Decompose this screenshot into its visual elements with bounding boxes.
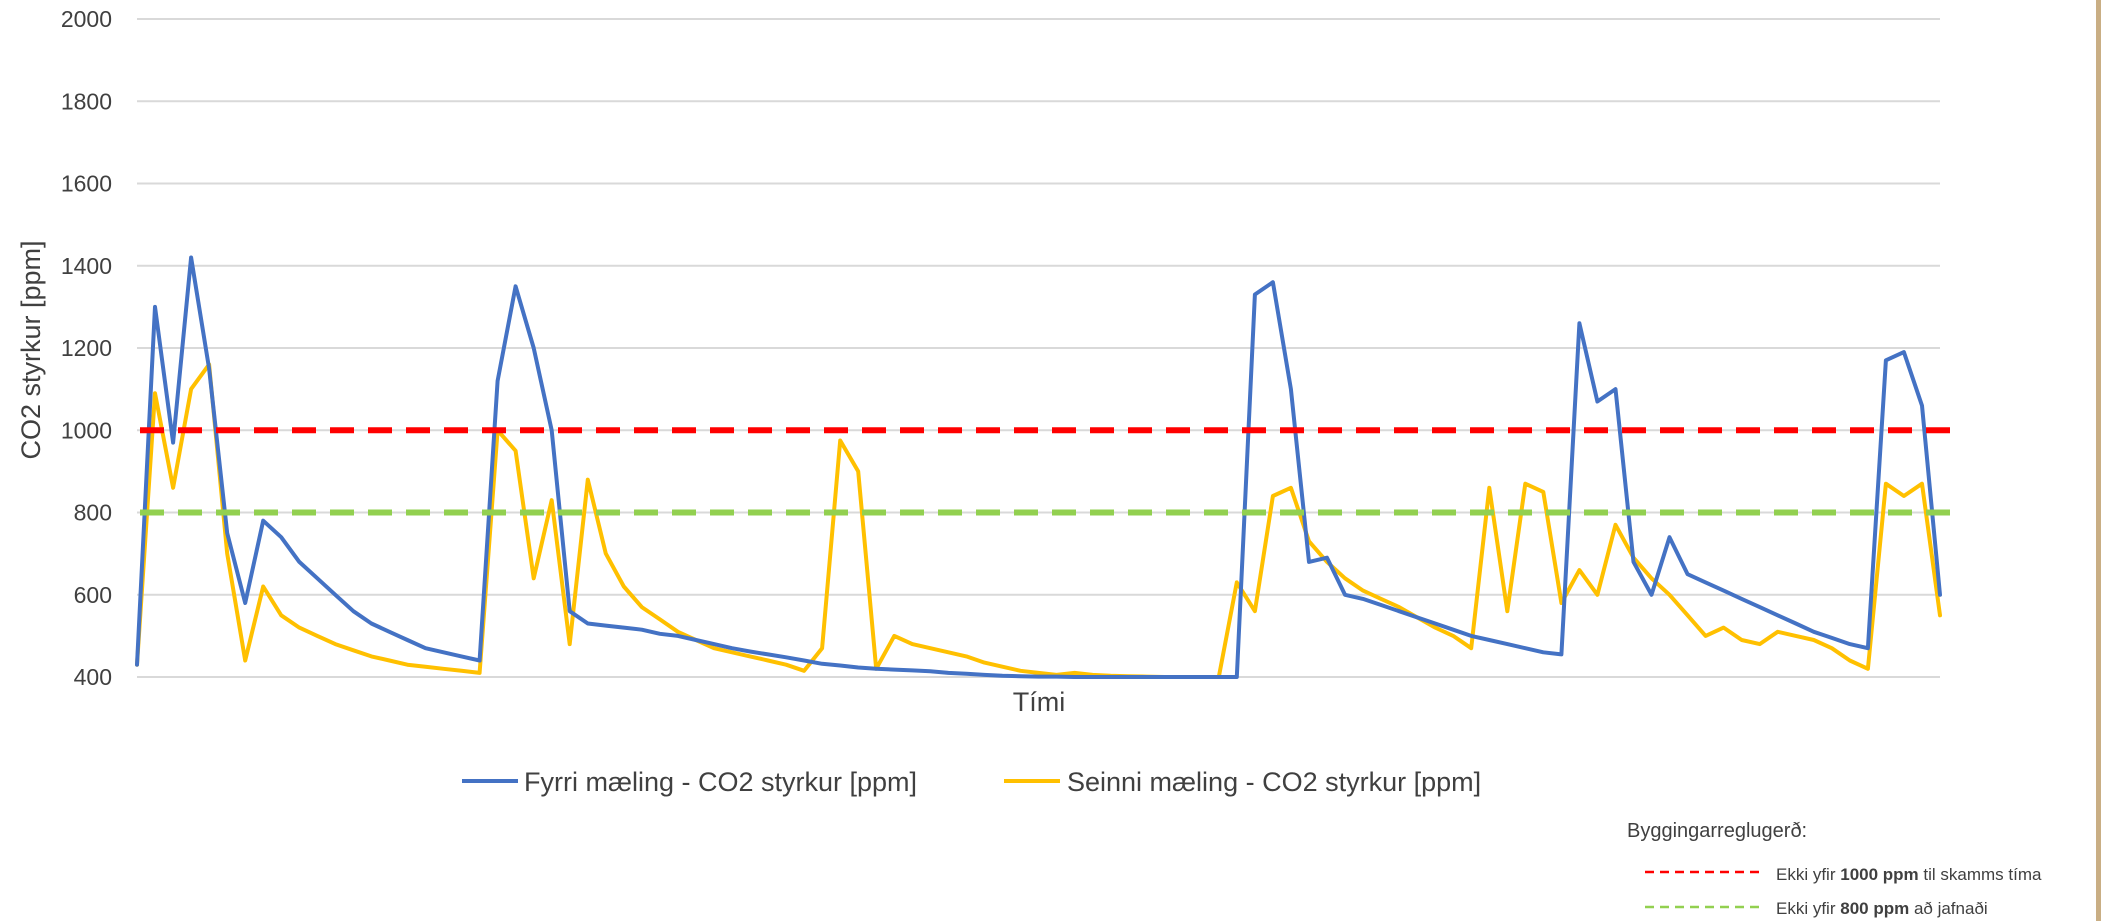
regulation-label-800-pre: Ekki yfir xyxy=(1776,899,1840,918)
series-line-b xyxy=(135,362,1942,679)
regulation-label-1000-post: til skamms tíma xyxy=(1919,865,2042,884)
y-tick-label-400: 400 xyxy=(74,664,112,690)
regulation-label-1000-pre: Ekki yfir xyxy=(1776,865,1840,884)
legend-label-series-a: Fyrri mæling - CO2 styrkur [ppm] xyxy=(524,767,917,797)
series-line-a xyxy=(135,255,1942,679)
y-tick-label-800: 800 xyxy=(74,500,112,526)
y-tick-label-1600: 1600 xyxy=(61,171,112,197)
y-tick-label-1400: 1400 xyxy=(61,253,112,279)
y-axis-title: CO2 styrkur [ppm] xyxy=(16,240,46,459)
regulation-label-1000-bold: 1000 ppm xyxy=(1840,865,1918,884)
regulation-legend: Byggingarreglugerð: Ekki yfir 1000 ppm t… xyxy=(1627,820,2042,918)
regulation-title: Byggingarreglugerð: xyxy=(1627,820,1807,842)
y-tick-label-1200: 1200 xyxy=(61,335,112,361)
x-axis-title: Tími xyxy=(1013,687,1065,717)
legend-label-series-b: Seinni mæling - CO2 styrkur [ppm] xyxy=(1067,767,1481,797)
legend: Fyrri mæling - CO2 styrkur [ppm] Seinni … xyxy=(462,767,1481,797)
page-edge-bar xyxy=(2096,0,2101,921)
y-tick-label-2000: 2000 xyxy=(61,6,112,32)
y-tick-labels: 400 600 800 1000 1200 1400 1600 1800 2000 xyxy=(61,6,112,690)
y-tick-label-600: 600 xyxy=(74,582,112,608)
regulation-label-800-post: að jafnaði xyxy=(1909,899,1987,918)
reference-lines xyxy=(140,427,1952,516)
gridlines xyxy=(137,18,1940,678)
series-lines xyxy=(135,255,1942,679)
regulation-label-800: Ekki yfir 800 ppm að jafnaði xyxy=(1776,899,1988,918)
regulation-label-1000: Ekki yfir 1000 ppm til skamms tíma xyxy=(1776,865,2042,884)
regulation-label-800-bold: 800 ppm xyxy=(1840,899,1909,918)
y-tick-label-1800: 1800 xyxy=(61,88,112,114)
y-tick-label-1000: 1000 xyxy=(61,417,112,443)
